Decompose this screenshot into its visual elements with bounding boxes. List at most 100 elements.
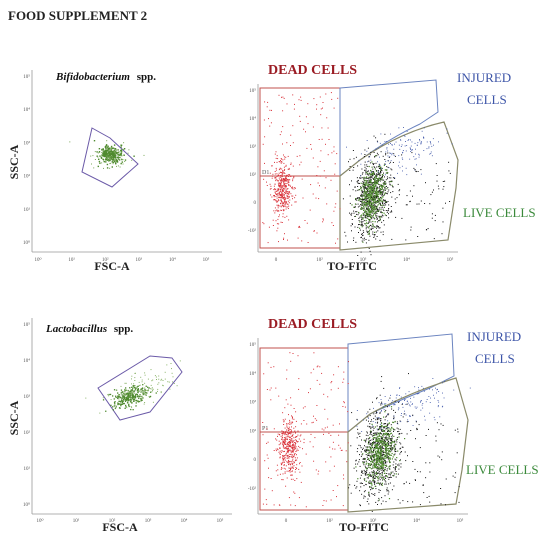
dot [361, 204, 363, 206]
dot [381, 473, 383, 476]
dot [297, 237, 299, 239]
dot [375, 432, 376, 434]
dot [381, 459, 383, 461]
dot [359, 224, 361, 225]
dot [391, 436, 393, 438]
dot [277, 189, 278, 191]
dot [374, 178, 376, 180]
dot [366, 188, 368, 190]
dot [358, 182, 360, 184]
dot [371, 182, 373, 184]
dot [377, 464, 380, 466]
dot [359, 465, 361, 467]
dot [388, 453, 391, 456]
dot [288, 195, 290, 197]
dot [292, 431, 294, 433]
dot [405, 393, 407, 395]
dot [371, 228, 373, 230]
dot [277, 210, 279, 212]
dot [379, 453, 381, 455]
dot [376, 428, 378, 430]
dot [371, 175, 373, 177]
dot [385, 447, 387, 449]
injured-label-2b: CELLS [475, 351, 515, 366]
dot [298, 468, 300, 470]
dot [289, 470, 290, 472]
dot [377, 172, 380, 174]
dot [275, 180, 277, 182]
dot [396, 421, 398, 423]
dot [337, 366, 339, 368]
dot [400, 451, 402, 453]
dot [380, 459, 382, 461]
dot [112, 395, 114, 397]
dot [376, 173, 378, 175]
dot [383, 193, 385, 195]
dot [362, 218, 364, 220]
dot [353, 237, 355, 239]
dot [290, 164, 292, 165]
dot [368, 165, 370, 168]
dot [286, 177, 287, 179]
dot [360, 220, 362, 222]
dot [385, 481, 387, 483]
scatter-2-x-ticks: 10⁰ 10¹ 10² 10³ 10⁴ 10⁵ [36, 518, 223, 524]
dot [288, 184, 290, 186]
dot [299, 463, 300, 465]
dot [288, 460, 289, 462]
dot [304, 406, 306, 408]
dot [365, 214, 368, 216]
dot [363, 213, 365, 215]
dot [292, 443, 294, 445]
dot [396, 427, 398, 429]
dot [360, 163, 362, 165]
dot [423, 137, 425, 139]
dot [385, 432, 387, 435]
dot [279, 214, 280, 216]
dot [124, 407, 126, 409]
dot [356, 199, 358, 201]
dot [380, 403, 382, 405]
dot [360, 451, 362, 453]
dot [375, 410, 377, 412]
dot [377, 467, 379, 469]
dot [373, 195, 375, 197]
dot [368, 199, 370, 201]
dot [383, 220, 385, 222]
dot [148, 396, 150, 398]
dot [373, 235, 375, 237]
dot [417, 236, 419, 237]
dot [388, 444, 390, 447]
dot [290, 360, 292, 362]
dot [291, 467, 293, 469]
dot [380, 436, 382, 438]
dot [144, 393, 146, 395]
dot [371, 446, 373, 448]
dot [380, 439, 382, 441]
dot [285, 485, 287, 487]
dot [380, 169, 382, 171]
dot [299, 164, 301, 166]
dot [380, 451, 382, 454]
dot [130, 389, 132, 391]
dot [278, 175, 280, 177]
dot [358, 197, 360, 199]
dot [396, 394, 398, 396]
dot [277, 218, 279, 220]
dot [414, 406, 416, 408]
dot [360, 195, 362, 197]
dot [380, 430, 382, 432]
dot [377, 230, 379, 232]
dot [442, 382, 444, 384]
dot [366, 470, 368, 472]
dot [281, 189, 283, 191]
dot [380, 466, 382, 468]
dot [295, 469, 297, 470]
dot [371, 434, 373, 436]
dot [390, 474, 391, 476]
dot [112, 150, 114, 153]
dot [275, 169, 277, 171]
dot [288, 442, 290, 444]
dot [400, 139, 401, 141]
